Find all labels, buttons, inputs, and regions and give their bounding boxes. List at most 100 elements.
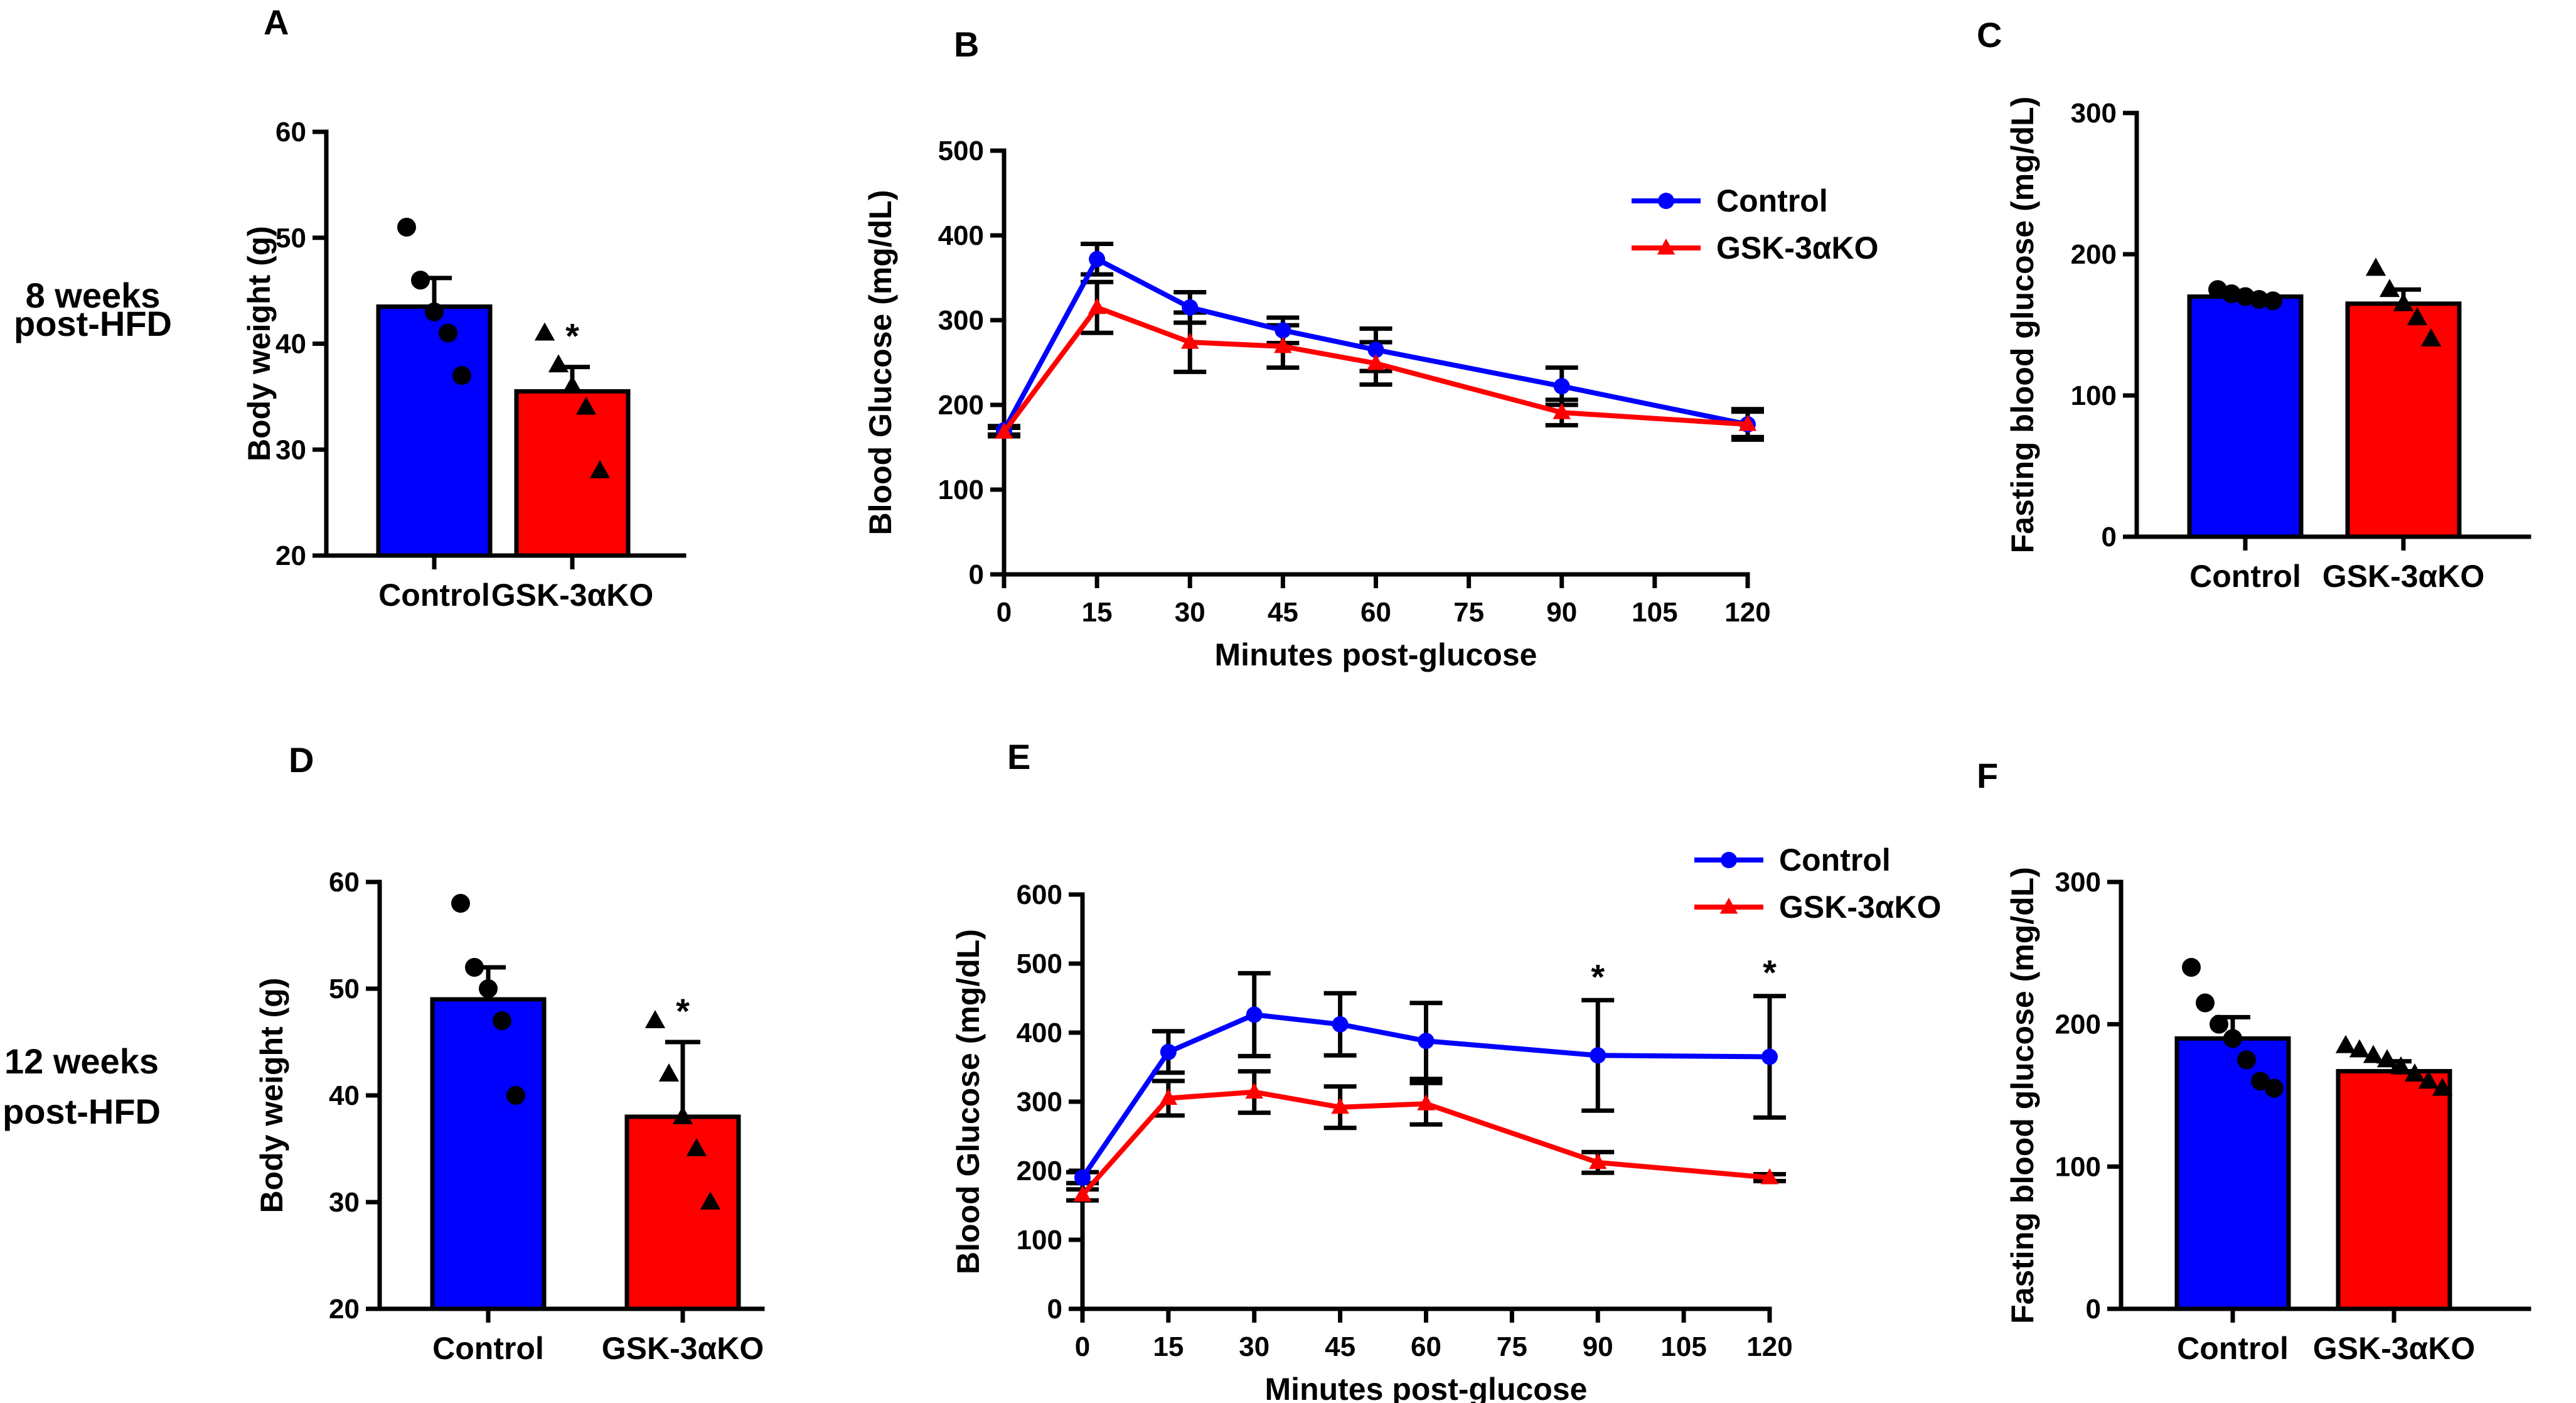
y-tick-label: 100 bbox=[1017, 1225, 1062, 1255]
y-tick-label: 50 bbox=[275, 223, 306, 254]
significance-marker: * bbox=[1763, 953, 1777, 992]
bar-control bbox=[2187, 294, 2304, 539]
bar-control bbox=[376, 304, 493, 558]
data-point bbox=[686, 1138, 707, 1156]
data-point bbox=[2432, 1077, 2453, 1096]
y-tick-label: 300 bbox=[1017, 1087, 1062, 1117]
panel-b: B 0 100 200 300 400 500 Blood Glucose (mg/dL) 0 1… bbox=[863, 24, 1879, 672]
x-axis-label: Minutes post-glucose bbox=[1215, 637, 1537, 672]
data-point-ko bbox=[1073, 1185, 1092, 1201]
x-tick-label: 15 bbox=[1153, 1331, 1184, 1362]
data-point bbox=[451, 894, 470, 913]
y-tick-label: 20 bbox=[275, 540, 306, 571]
data-point bbox=[575, 396, 597, 415]
panel-c: C 0 100 200 300 Fasting blood glucose (mg/dL)… bbox=[1977, 15, 2531, 594]
x-tick-label: 0 bbox=[997, 597, 1012, 628]
y-tick-label: 100 bbox=[2055, 1151, 2101, 1182]
bar-ko bbox=[2345, 301, 2462, 539]
data-point bbox=[2196, 993, 2215, 1013]
panel-label-b: B bbox=[954, 24, 979, 64]
data-point bbox=[2237, 1050, 2256, 1070]
x-tick-label: 60 bbox=[1360, 597, 1391, 628]
x-tick-label: 120 bbox=[1724, 597, 1770, 628]
legend-label-control: Control bbox=[1779, 842, 1891, 878]
data-point bbox=[479, 979, 498, 998]
panel-d: D 20 30 40 50 60 Body weight (g) Control * GSK-3α… bbox=[254, 740, 765, 1366]
legend-label-ko: GSK-3αKO bbox=[1716, 230, 1879, 266]
data-point bbox=[2265, 1078, 2284, 1098]
legend-marker-control bbox=[1658, 193, 1674, 209]
x-tick-label: Control bbox=[378, 578, 490, 613]
x-axis-label: Minutes post-glucose bbox=[1265, 1372, 1588, 1403]
data-point bbox=[425, 302, 444, 321]
x-tick-label: 45 bbox=[1268, 597, 1298, 628]
legend-marker-ko bbox=[1657, 239, 1675, 255]
y-tick-label: 100 bbox=[938, 475, 984, 505]
y-tick-label: 300 bbox=[938, 305, 984, 336]
y-tick-label: 30 bbox=[275, 434, 306, 465]
data-point bbox=[2335, 1035, 2356, 1053]
data-point-ko bbox=[995, 422, 1013, 439]
x-tick-label: 45 bbox=[1325, 1331, 1355, 1362]
data-point bbox=[589, 460, 611, 478]
data-point bbox=[548, 354, 569, 373]
data-point-ko bbox=[1088, 298, 1106, 314]
data-point bbox=[2407, 307, 2428, 326]
y-axis-label: Body weight (g) bbox=[242, 226, 277, 461]
data-point bbox=[2250, 290, 2269, 309]
y-tick-label: 40 bbox=[275, 329, 306, 360]
bar-control bbox=[430, 997, 547, 1311]
x-tick-label: 75 bbox=[1497, 1331, 1527, 1362]
data-point-ko bbox=[1589, 1153, 1607, 1169]
x-tick-label: 15 bbox=[1082, 597, 1113, 628]
y-tick-label: 30 bbox=[329, 1187, 360, 1218]
data-point bbox=[644, 1010, 666, 1028]
data-point bbox=[411, 271, 430, 290]
data-point bbox=[465, 958, 484, 977]
data-point bbox=[2379, 279, 2400, 298]
data-point bbox=[672, 1106, 693, 1124]
panel-label-f: F bbox=[1977, 756, 1998, 795]
y-tick-label: 500 bbox=[938, 136, 984, 166]
x-tick-label: Control bbox=[2177, 1331, 2289, 1366]
data-point bbox=[397, 217, 416, 237]
x-tick-label: 90 bbox=[1583, 1331, 1613, 1362]
significance-marker: * bbox=[1591, 957, 1605, 996]
data-point bbox=[2210, 1014, 2228, 1034]
data-point-ko bbox=[1181, 333, 1199, 349]
x-tick-label: 0 bbox=[1075, 1331, 1090, 1362]
y-tick-label: 400 bbox=[938, 220, 984, 251]
data-point bbox=[2363, 1045, 2384, 1063]
y-axis-label: Fasting blood glucose (mg/dL) bbox=[2005, 97, 2040, 554]
data-point-control bbox=[1182, 299, 1199, 316]
x-tick-label: Control bbox=[2189, 559, 2301, 594]
x-tick-label: 105 bbox=[1632, 597, 1677, 628]
y-axis-label: Blood Glucose (mg/dL) bbox=[863, 190, 898, 535]
data-point-control bbox=[1246, 1006, 1263, 1023]
panel-f: F 0 100 200 300 Fasting blood glucose (mg/dL)… bbox=[1977, 756, 2531, 1366]
data-point-control bbox=[1553, 378, 1570, 395]
y-tick-label: 0 bbox=[969, 559, 984, 590]
data-point bbox=[2376, 1049, 2398, 1068]
data-point bbox=[534, 322, 555, 341]
y-tick-label: 500 bbox=[1017, 949, 1062, 979]
x-tick-label: GSK-3αKO bbox=[491, 578, 654, 613]
panel-label-d: D bbox=[289, 740, 314, 780]
y-tick-label: 300 bbox=[2071, 98, 2117, 129]
data-point bbox=[493, 1011, 511, 1030]
y-tick-label: 100 bbox=[2071, 380, 2117, 411]
data-point bbox=[2365, 257, 2386, 276]
data-point bbox=[658, 1063, 680, 1082]
x-tick-label: GSK-3αKO bbox=[602, 1331, 764, 1366]
data-point-ko bbox=[1159, 1089, 1178, 1105]
data-point-control bbox=[1074, 1169, 1091, 1186]
y-tick-label: 0 bbox=[2086, 1294, 2101, 1325]
data-point-ko bbox=[1738, 415, 1757, 431]
data-point bbox=[2182, 958, 2201, 977]
bar-control bbox=[2174, 1036, 2291, 1311]
data-point-control bbox=[1275, 322, 1291, 339]
y-tick-label: 600 bbox=[1017, 879, 1062, 910]
data-point-ko bbox=[1553, 403, 1571, 419]
